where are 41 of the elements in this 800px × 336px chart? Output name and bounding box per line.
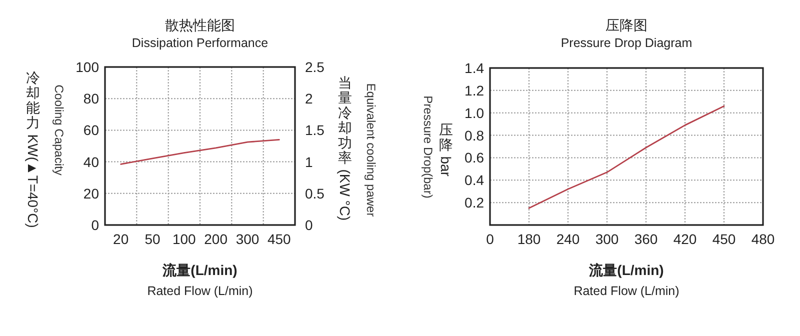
x-tick-label: 0 — [486, 231, 494, 247]
x-axis-title: 流量(L/min) Rated Flow (L/min) — [147, 262, 253, 298]
line-series — [528, 105, 725, 209]
x-tick-label: 450 — [712, 231, 736, 247]
chart-title: 压降图 — [606, 17, 648, 33]
y-tick-label: 40 — [83, 154, 100, 170]
x-tick-label: 300 — [595, 231, 619, 247]
x-tick-label: 300 — [236, 231, 260, 247]
y2-tick-label: 0.5 — [305, 185, 325, 202]
chart-subtitle: Pressure Drop Diagram — [560, 36, 692, 50]
y2-tick-label: 1.5 — [305, 122, 325, 138]
x-tick-label: 200 — [204, 231, 228, 247]
chart-subtitle: Dissipation Performance — [132, 36, 268, 50]
x-tick-label: 50 — [144, 231, 160, 247]
line-series — [120, 138, 280, 165]
y-tick-label: 0 — [91, 217, 100, 233]
y2-tick-label: 1 — [305, 154, 313, 170]
x-tick-label: 20 — [113, 231, 129, 247]
y-tick-label: 0.2 — [464, 194, 484, 211]
y-tick-label: 20 — [83, 185, 100, 202]
y-tick-label: 0.8 — [464, 127, 484, 144]
x-axis-title: 流量(L/min) Rated Flow (L/min) — [574, 262, 680, 298]
y2-tick-label: 0 — [305, 217, 313, 233]
y-tick-label: 1.0 — [464, 104, 484, 121]
y-tick-label: 100 — [76, 59, 100, 75]
y-tick-label: 60 — [83, 122, 100, 138]
x-tick-label: 480 — [751, 231, 775, 247]
y-tick-label: 0.4 — [464, 172, 484, 188]
y2-tick-label: 2 — [305, 90, 313, 107]
chart-title: 散热性能图 — [165, 17, 235, 33]
x-tick-label: 420 — [673, 231, 697, 247]
x-tick-label: 360 — [634, 231, 658, 247]
y2-tick-label: 2.5 — [305, 59, 325, 75]
x-tick-label: 240 — [556, 231, 580, 247]
x-tick-label: 100 — [172, 231, 196, 247]
y-tick-label: 1.4 — [464, 60, 484, 76]
y-tick-label: 0.6 — [464, 150, 484, 166]
y-tick-label: 1.2 — [464, 82, 484, 98]
x-tick-label: 450 — [267, 231, 292, 247]
y-tick-label: 80 — [83, 90, 100, 107]
x-tick-label: 180 — [517, 231, 541, 247]
